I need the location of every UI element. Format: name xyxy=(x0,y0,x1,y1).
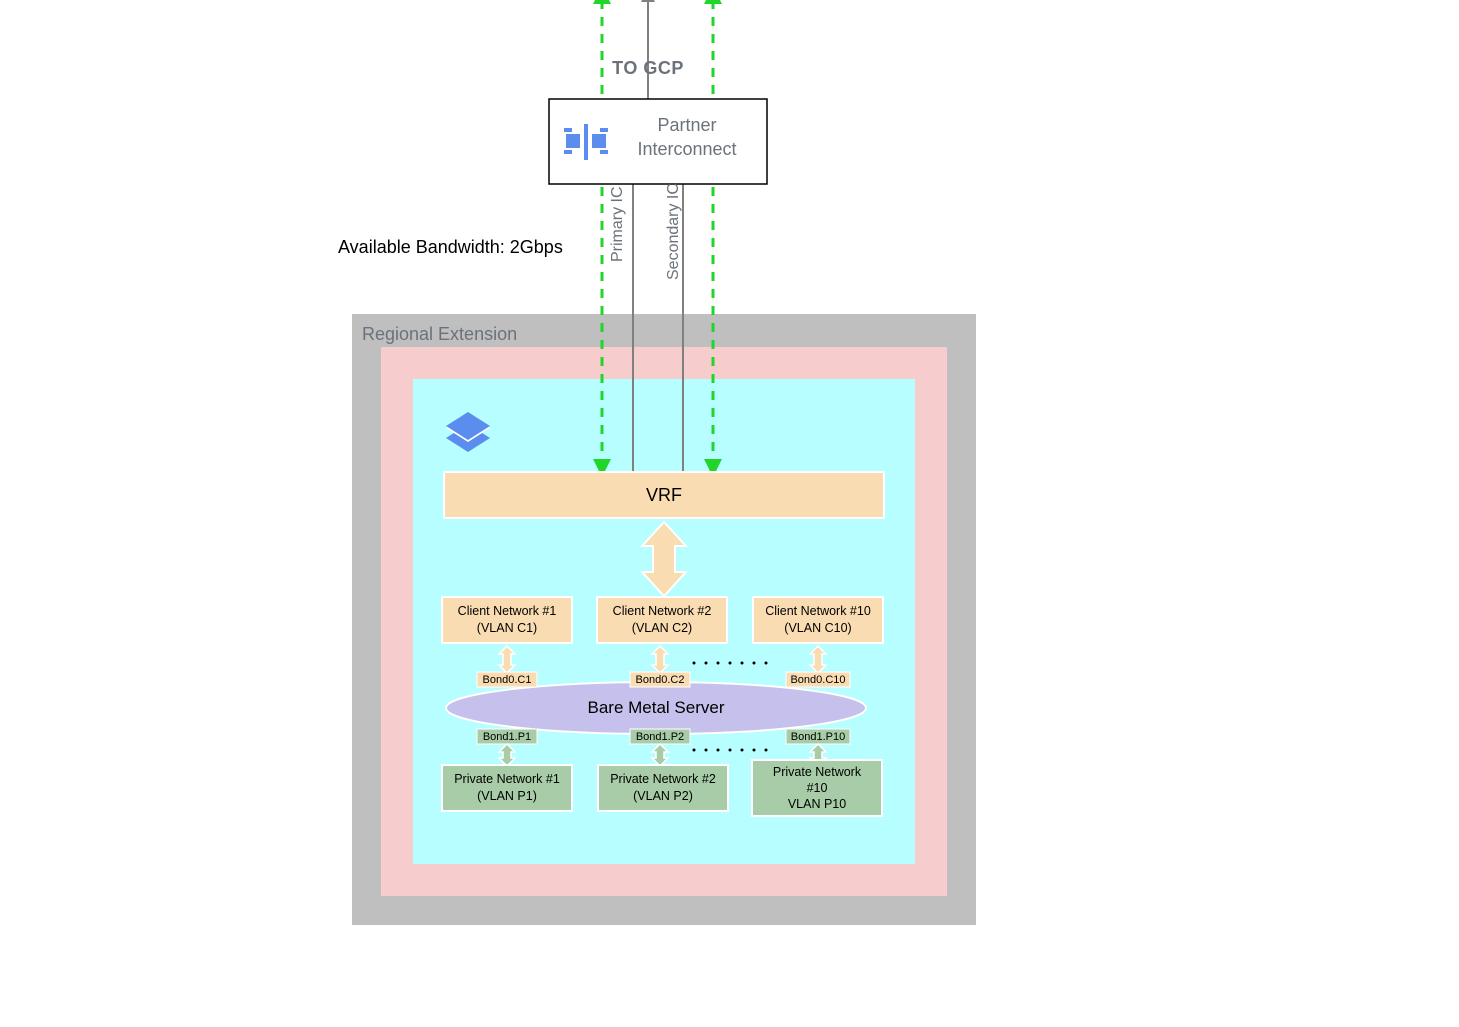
bond1p2-label: Bond1.P2 xyxy=(630,729,690,744)
small-arrow-c2 xyxy=(652,646,668,673)
small-arrow-c1 xyxy=(499,646,515,673)
partner-interconnect-label: Partner Interconnect xyxy=(617,113,757,162)
private2-label: Private Network #2 (VLAN P2) xyxy=(598,765,728,811)
private10-l3: VLAN P10 xyxy=(788,796,846,812)
primary-ic-label: Primary IC xyxy=(609,186,627,262)
vrf-label: VRF xyxy=(444,472,884,518)
client10-l2: (VLAN C10) xyxy=(784,620,851,637)
partner-line1: Partner xyxy=(657,115,716,135)
private2-l2: (VLAN P2) xyxy=(633,788,693,805)
client2-l1: Client Network #2 xyxy=(613,603,712,620)
dots-private xyxy=(693,749,768,752)
small-arrow-p1 xyxy=(499,744,515,766)
private10-l2: #10 xyxy=(807,780,828,796)
client2-label: Client Network #2 (VLAN C2) xyxy=(597,597,727,643)
bandwidth-label: Available Bandwidth: 2Gbps xyxy=(338,237,563,258)
bond1p1-label: Bond1.P1 xyxy=(477,729,537,744)
client10-label: Client Network #10 (VLAN C10) xyxy=(753,597,883,643)
bond0c2-label: Bond0.C2 xyxy=(630,672,690,687)
dots-clients xyxy=(693,662,768,665)
client1-l2: (VLAN C1) xyxy=(477,620,537,637)
private1-l2: (VLAN P1) xyxy=(477,788,537,805)
diagram-canvas: TO GCP Partner Interconnect Available Ba… xyxy=(0,0,1459,1027)
to-gcp-label: TO GCP xyxy=(0,58,1296,79)
private10-l1: Private Network xyxy=(773,764,861,780)
private10-label: Private Network #10 VLAN P10 xyxy=(752,760,882,816)
bond0c10-label: Bond0.C10 xyxy=(786,672,850,687)
bond0c1-label: Bond0.C1 xyxy=(477,672,537,687)
double-arrow-icon xyxy=(642,522,686,596)
region-label: Regional Extension xyxy=(362,324,517,345)
secondary-ic-label: Secondary IC xyxy=(665,183,683,280)
stack-icon xyxy=(446,412,490,452)
private2-l1: Private Network #2 xyxy=(610,771,716,788)
client1-label: Client Network #1 (VLAN C1) xyxy=(442,597,572,643)
interconnect-icon xyxy=(564,124,608,160)
private1-label: Private Network #1 (VLAN P1) xyxy=(442,765,572,811)
partner-line2: Interconnect xyxy=(637,139,736,159)
small-arrow-c10 xyxy=(810,646,826,673)
client10-l1: Client Network #10 xyxy=(765,603,871,620)
bond1p10-label: Bond1.P10 xyxy=(786,729,850,744)
small-arrow-p2 xyxy=(652,744,668,766)
server-label: Bare Metal Server xyxy=(446,694,866,722)
client2-l2: (VLAN C2) xyxy=(632,620,692,637)
private1-l1: Private Network #1 xyxy=(454,771,560,788)
client1-l1: Client Network #1 xyxy=(458,603,557,620)
